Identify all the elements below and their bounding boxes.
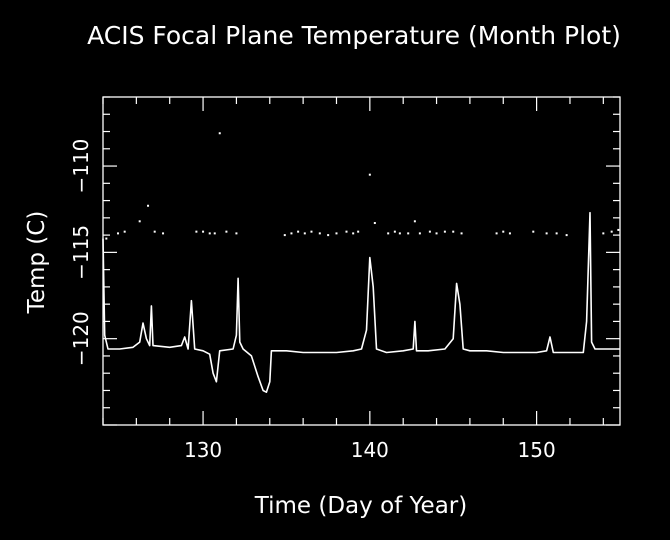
data-point — [508, 232, 511, 235]
data-point — [413, 220, 416, 223]
data-point — [327, 234, 330, 237]
chart-title: ACIS Focal Plane Temperature (Month Plot… — [87, 21, 621, 50]
data-point — [310, 230, 313, 233]
data-point — [502, 230, 505, 233]
data-point — [452, 230, 455, 233]
series-layer — [102, 132, 620, 393]
y-tick-label: −110 — [69, 139, 93, 194]
data-point — [318, 232, 321, 235]
data-point — [303, 232, 306, 235]
data-point — [610, 230, 613, 233]
data-point — [555, 232, 558, 235]
x-axis-ticks: 130 140 150 — [102, 97, 604, 462]
data-point — [602, 232, 605, 235]
x-axis-label: Time (Day of Year) — [254, 493, 467, 519]
data-point — [387, 232, 390, 235]
y-tick-label: −120 — [69, 311, 93, 366]
data-point — [283, 234, 286, 237]
data-point — [162, 232, 165, 235]
data-point — [117, 232, 120, 235]
data-point — [545, 232, 548, 235]
data-point — [138, 220, 141, 223]
data-point — [617, 228, 620, 231]
data-point — [357, 230, 360, 233]
data-point — [345, 230, 348, 233]
data-point — [225, 230, 228, 233]
data-point — [352, 232, 355, 235]
data-point — [495, 232, 498, 235]
data-point — [218, 132, 221, 135]
data-point — [195, 230, 198, 233]
data-point — [443, 230, 446, 233]
temperature-line — [102, 211, 620, 393]
y-axis-label: Temp (C) — [24, 211, 50, 315]
data-point — [393, 230, 396, 233]
data-point — [532, 230, 535, 233]
x-tick-label: 140 — [351, 438, 389, 462]
data-point — [398, 232, 401, 235]
scatter-points-series — [105, 132, 620, 240]
data-point — [290, 232, 293, 235]
data-point — [153, 230, 156, 233]
y-axis-ticks: −110 −115 −120 — [69, 96, 620, 426]
data-point — [105, 237, 108, 240]
data-point — [335, 232, 338, 235]
x-tick-label: 150 — [518, 438, 556, 462]
data-point — [123, 230, 126, 233]
data-point — [202, 230, 205, 233]
y-tick-label: −115 — [69, 225, 93, 280]
data-point — [147, 204, 150, 207]
data-point — [418, 232, 421, 235]
data-point — [407, 232, 410, 235]
data-point — [460, 232, 463, 235]
x-tick-label: 130 — [184, 438, 222, 462]
data-point — [368, 173, 371, 176]
data-point — [297, 230, 300, 233]
data-point — [435, 232, 438, 235]
data-point — [428, 230, 431, 233]
data-point — [208, 232, 211, 235]
data-point — [235, 232, 238, 235]
data-point — [373, 222, 376, 225]
data-point — [213, 232, 216, 235]
data-point — [565, 234, 568, 237]
